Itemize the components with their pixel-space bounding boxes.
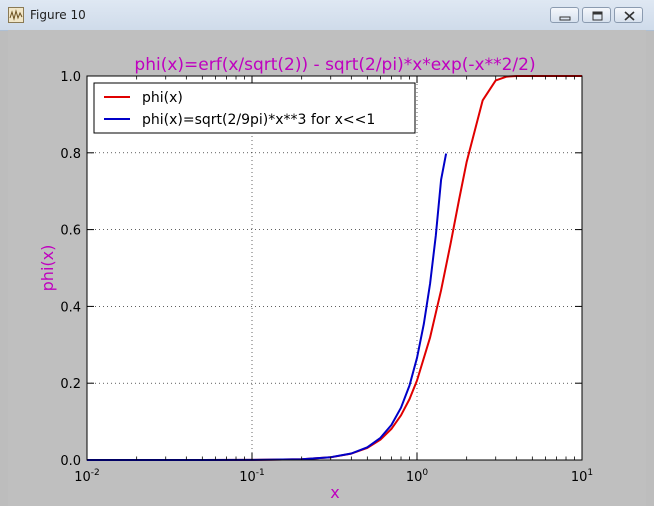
y-tick-label: 0.2: [60, 377, 81, 392]
axes-background: [87, 76, 582, 460]
y-tick-label: 0.8: [60, 147, 81, 162]
y-tick-label: 0.6: [60, 224, 81, 239]
axes-frame: [86, 75, 583, 461]
window-title: Figure 10: [30, 8, 86, 22]
minimize-button[interactable]: [550, 7, 579, 23]
x-tick-label: 10-2: [74, 468, 100, 485]
legend-box: [93, 82, 416, 134]
legend-label: phi(x)=sqrt(2/9pi)*x**3 for x<<1: [142, 112, 375, 128]
x-tick-label: 10-1: [239, 468, 265, 485]
y-tick-label: 0.0: [60, 454, 81, 469]
maximize-button[interactable]: [582, 7, 611, 23]
minimize-icon: [559, 16, 571, 21]
y-tick-label: 1.0: [60, 70, 81, 85]
y-axis-label: phi(x): [38, 245, 57, 292]
x-tick-label: 101: [571, 468, 593, 485]
maximize-icon: [592, 11, 603, 21]
y-tick-label: 0.4: [60, 300, 81, 315]
x-tick-label: 100: [406, 468, 429, 485]
close-icon: [624, 11, 635, 21]
series-line-approximation: [87, 153, 448, 461]
close-button[interactable]: [614, 7, 643, 23]
title-bar[interactable]: Figure 10: [0, 0, 654, 31]
legend-label: phi(x): [142, 90, 183, 106]
matplotlib-figure-icon: [8, 7, 24, 23]
chart-title: phi(x)=erf(x/sqrt(2)) - sqrt(2/pi)*x*exp…: [134, 55, 535, 75]
x-axis-label: x: [330, 483, 339, 502]
